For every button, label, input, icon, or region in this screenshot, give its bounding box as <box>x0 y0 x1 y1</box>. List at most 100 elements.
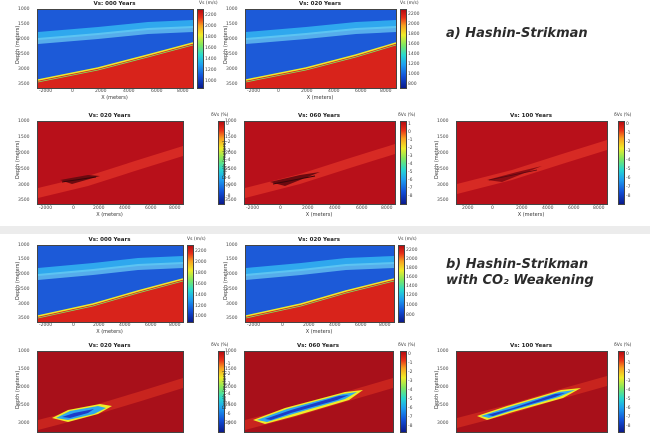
y-tick: 1000 <box>18 243 30 248</box>
x-axis-label: X (meters) <box>305 329 333 335</box>
y-tick: 2000 <box>437 151 449 156</box>
y-tick: 2500 <box>437 167 449 172</box>
x-axis-label: X (meters) <box>96 212 123 218</box>
velocity-plot <box>37 9 194 89</box>
x-tick: 8000 <box>381 206 393 211</box>
x-tick: 6000 <box>145 206 157 211</box>
y-tick: 3000 <box>18 302 30 307</box>
y-tick: 1500 <box>18 22 30 27</box>
y-tick: 2500 <box>226 52 238 57</box>
colorbar-tick: 2000 <box>205 24 217 29</box>
x-tick: 0 <box>72 323 75 328</box>
y-tick: 1000 <box>18 349 30 354</box>
velocity-panel-a-0: Vs: 000 Years Depth (meters) 1000 1500 2… <box>15 1 218 101</box>
velocity-plot <box>245 9 397 89</box>
panel-title: Vs: 100 Years <box>510 343 552 349</box>
delta-panel-b-1: Vs: 060 Years Depth (meters) 1000 1500 2… <box>222 343 415 433</box>
y-tick: 1500 <box>18 135 30 140</box>
section-title: b) Hashin-Strikman with CO₂ Weakening <box>446 257 594 289</box>
x-tick: -2000 <box>246 206 260 211</box>
colorbar-tick: -6 <box>626 406 631 411</box>
y-tick: 3500 <box>18 198 30 203</box>
y-tick: 3000 <box>18 421 30 426</box>
colorbar-label: Vs (m/s) <box>187 237 206 242</box>
x-tick: 6000 <box>568 206 580 211</box>
x-tick: 6000 <box>356 206 368 211</box>
colorbar-tick: -4 <box>408 162 413 167</box>
colorbar <box>187 245 194 323</box>
colorbar-tick: 1000 <box>408 72 420 77</box>
colorbar-tick: 2200 <box>195 249 207 254</box>
colorbar-label: δVs (%) <box>211 343 229 348</box>
colorbar-tick: 2200 <box>406 248 418 253</box>
delta-field <box>245 352 393 432</box>
velocity-panel-a-1: Vs: 020 Years Depth (meters) 1000 1500 2… <box>223 1 419 101</box>
y-tick: 1000 <box>225 349 237 354</box>
y-tick: 2000 <box>226 272 238 277</box>
colorbar-tick: 0 <box>226 122 229 127</box>
y-axis-label: Depth (meters) <box>222 140 228 179</box>
x-tick: 0 <box>491 206 494 211</box>
y-tick: 1500 <box>226 22 238 27</box>
panel-title: Vs: 060 Years <box>298 113 340 119</box>
section-divider <box>0 226 650 234</box>
colorbar-tick: 1800 <box>205 35 217 40</box>
x-tick: 4000 <box>329 206 341 211</box>
colorbar-tick: -4 <box>626 158 631 163</box>
colorbar-label: δVs (%) <box>398 113 416 118</box>
x-tick: 0 <box>71 89 74 94</box>
colorbar <box>400 121 407 205</box>
colorbar-label: δVs (%) <box>614 343 632 348</box>
panel-title: Vs: 000 Years <box>88 237 131 243</box>
velocity-field <box>246 246 394 322</box>
colorbar-tick: 1 <box>408 122 411 127</box>
y-tick: 3500 <box>18 316 30 321</box>
y-tick: 1500 <box>225 135 237 140</box>
x-tick: -2000 <box>39 323 53 328</box>
colorbar-tick: -6 <box>626 176 631 181</box>
velocity-field <box>246 10 396 88</box>
y-tick: 1500 <box>437 135 449 140</box>
panel-title: Vs: 020 Years <box>298 237 340 243</box>
colorbar <box>197 9 204 89</box>
colorbar-tick: -3 <box>226 382 231 387</box>
section-title-line2: with CO₂ Weakening <box>446 273 594 288</box>
x-tick: 2000 <box>93 323 105 328</box>
colorbar-tick: -6 <box>226 176 231 181</box>
colorbar-tick: 1000 <box>195 314 207 319</box>
section-title-line1: a) Hashin-Strikman <box>446 26 588 41</box>
y-tick: 3500 <box>226 82 238 87</box>
y-tick: 2000 <box>225 385 237 390</box>
y-tick: 2500 <box>225 167 237 172</box>
delta-plot <box>456 121 608 205</box>
colorbar-tick: -7 <box>626 185 631 190</box>
colorbar <box>618 351 625 433</box>
x-axis-label: X (meters) <box>101 95 128 101</box>
colorbar-tick: 1200 <box>406 293 418 298</box>
colorbar-tick: -2 <box>226 140 231 145</box>
section-title-line1: b) Hashin-Strikman <box>446 257 589 272</box>
x-tick: -2000 <box>39 206 53 211</box>
colorbar-tick: -2 <box>408 146 413 151</box>
colorbar-tick: 1600 <box>205 46 217 51</box>
colorbar-tick: -1 <box>226 131 231 136</box>
colorbar-tick: -3 <box>626 149 631 154</box>
y-tick: 3000 <box>18 67 30 72</box>
y-tick: 2500 <box>226 287 238 292</box>
x-tick: 2000 <box>302 206 314 211</box>
x-tick: 8000 <box>169 323 181 328</box>
y-tick: 2000 <box>437 385 449 390</box>
x-tick: 0 <box>277 89 280 94</box>
x-tick: 8000 <box>379 323 391 328</box>
y-tick: 2500 <box>225 403 237 408</box>
colorbar-tick: -8 <box>408 424 413 429</box>
colorbar-tick: -3 <box>626 379 631 384</box>
colorbar-tick: -1 <box>626 361 631 366</box>
y-tick: 2500 <box>18 167 30 172</box>
colorbar-tick: -1 <box>626 131 631 136</box>
colorbar-tick: -4 <box>226 158 231 163</box>
y-tick: 1000 <box>226 7 238 12</box>
delta-field <box>457 352 607 432</box>
colorbar-tick: -7 <box>408 186 413 191</box>
x-tick: 8000 <box>593 206 605 211</box>
